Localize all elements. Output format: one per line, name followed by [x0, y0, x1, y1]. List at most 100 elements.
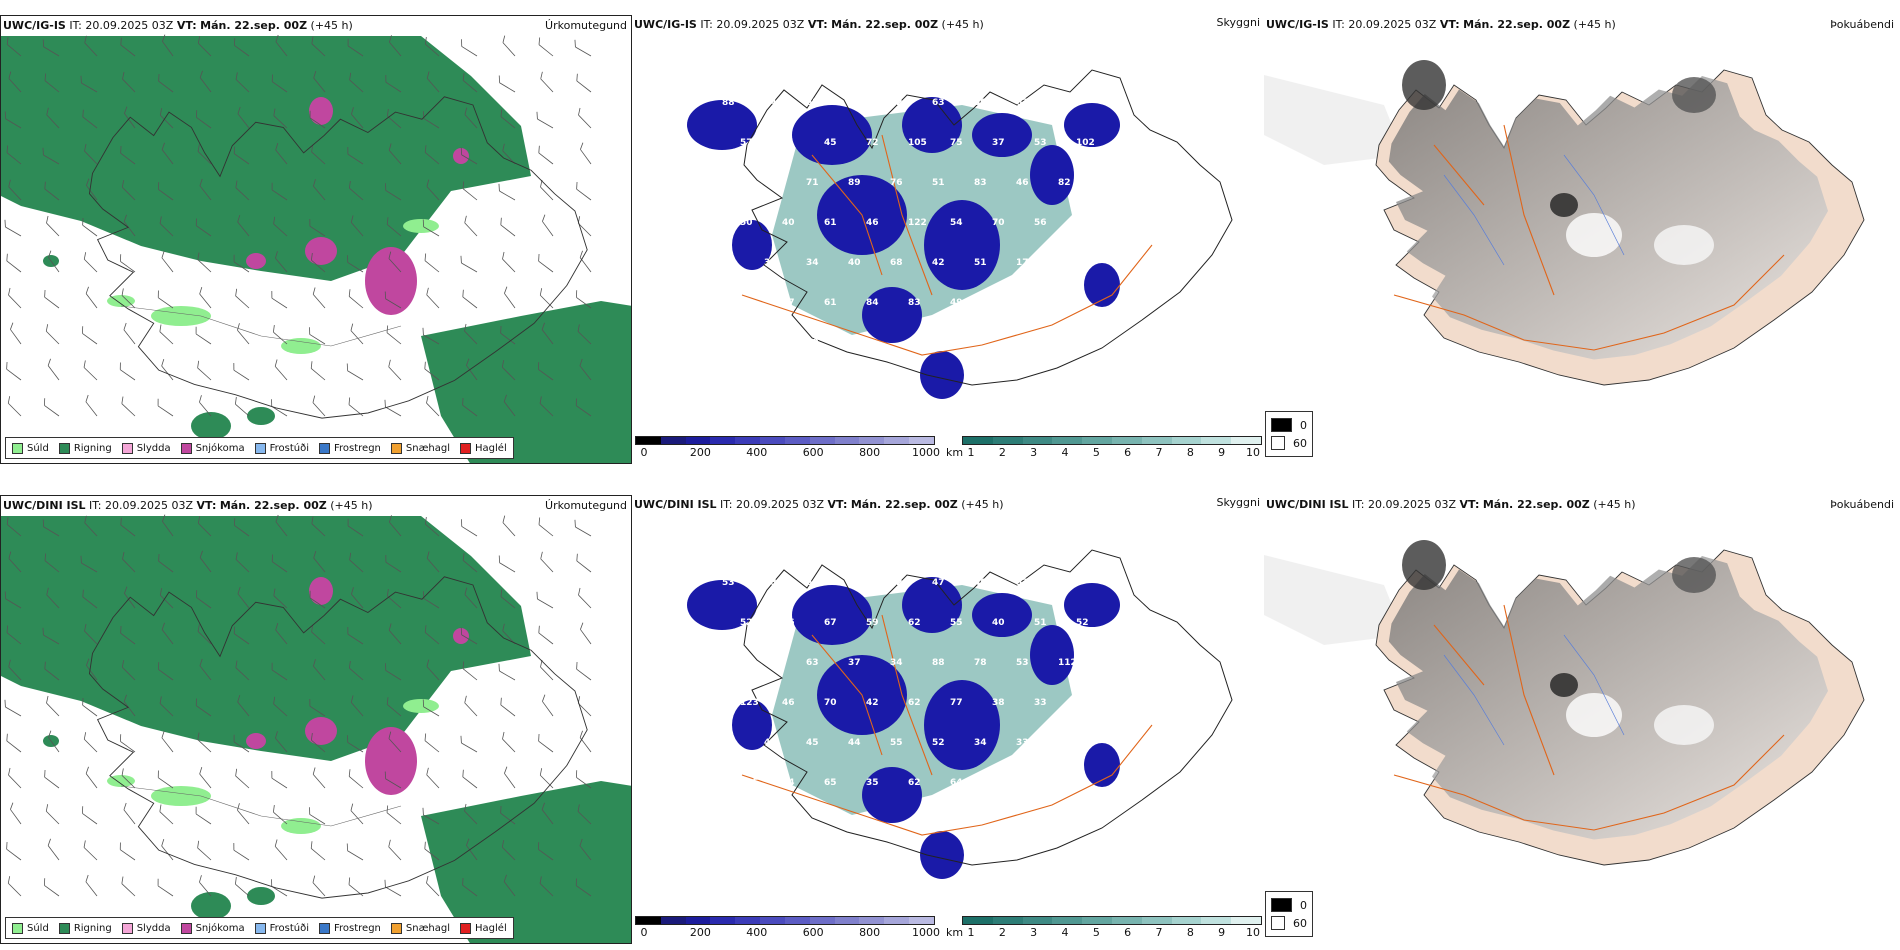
wind-barb: [271, 290, 288, 309]
wind-barb: [464, 803, 478, 825]
ceiling-value-label: 53: [1016, 658, 1029, 668]
wind-barb: [46, 587, 60, 609]
panel-field-label: Úrkomutegund: [545, 499, 627, 512]
legend-item: Haglél: [460, 922, 507, 934]
wind-barb: [233, 254, 250, 273]
fog-index-map: [1264, 540, 1865, 866]
colorbar-bin: [909, 437, 934, 444]
wind-barb: [235, 552, 250, 573]
ceiling-value-label: 68: [890, 258, 903, 268]
wind-barb: [158, 553, 174, 573]
wind-barb: [6, 841, 22, 861]
ceiling-value-label: 40: [782, 218, 795, 228]
ceiling-value-label: 88: [722, 98, 735, 108]
wind-barb: [195, 326, 212, 345]
panel-title: UWC/DINI ISL IT: 20.09.2025 03Z VT: Mán.…: [1266, 498, 1636, 511]
legend-item: Rigning: [58, 442, 112, 454]
wind-barb: [274, 839, 288, 861]
ceiling-value-label: 105: [908, 138, 927, 148]
wind-barb: [502, 35, 516, 57]
panel-title: UWC/IG-IS IT: 20.09.2025 03Z VT: Mán. 22…: [1266, 18, 1616, 31]
ceiling-value-label: 46: [974, 578, 987, 588]
wind-barb: [542, 694, 554, 717]
snow-area: [305, 717, 337, 745]
wind-barb: [310, 841, 326, 861]
snow-area: [453, 148, 469, 164]
ceiling-value-label: 34: [1034, 298, 1047, 308]
wind-barb: [197, 516, 212, 537]
wind-barb: [498, 555, 516, 573]
wind-barb: [83, 360, 98, 381]
colorbar-tick-label: 200: [689, 926, 711, 939]
wind-barb: [159, 216, 174, 237]
wind-barb: [388, 359, 402, 381]
fog-legend: 0 60: [1265, 891, 1313, 937]
wind-barb: [426, 287, 440, 309]
wind-barb: [199, 658, 212, 681]
ceiling-value-label: 70: [824, 698, 837, 708]
wind-barb: [158, 662, 174, 681]
wind-barb: [464, 587, 478, 609]
legend-label: Súld: [27, 922, 49, 934]
legend-swatch: [319, 922, 330, 934]
colorbar-bin: [834, 437, 860, 444]
ceiling-value-label: 67: [782, 298, 795, 308]
wind-barb: [386, 325, 402, 345]
ceiling-value-label: 53: [1016, 578, 1029, 588]
low-ceiling-area: [1064, 103, 1120, 147]
low-ceiling-area: [1030, 145, 1074, 205]
ceiling-value-label: 52: [740, 618, 753, 628]
wind-barb: [47, 838, 60, 861]
ceiling-value-label: 51: [932, 178, 945, 188]
colorbar-bin: [1231, 917, 1261, 924]
river-line: [1443, 634, 1625, 746]
legend-item: Slydda: [121, 442, 171, 454]
ceiling-value-label: 73: [740, 298, 753, 308]
legend-label: Frostúði: [269, 922, 309, 934]
wind-barb: [44, 769, 60, 789]
wind-barb: [197, 36, 212, 57]
rain-area: [191, 412, 231, 440]
wind-barb: [504, 766, 516, 789]
wind-barb: [159, 588, 174, 609]
wind-barb: [120, 37, 136, 57]
ceiling-value-label: 86: [1058, 98, 1071, 108]
wind-barb: [157, 398, 174, 417]
wind-barb: [462, 181, 478, 201]
wind-barb: [6, 733, 22, 753]
wind-barb: [424, 253, 440, 273]
colorbar-tick-label: 600: [802, 926, 824, 939]
ceiling-value-label: 38: [992, 698, 1005, 708]
wind-barb: [237, 106, 250, 129]
wind-barb: [347, 735, 364, 753]
wind-barb: [385, 183, 402, 201]
wind-barb: [577, 804, 592, 825]
drizzle-area: [107, 775, 135, 787]
ceiling-value-label: 48: [764, 658, 777, 668]
snow-area: [305, 237, 337, 265]
road-line: [741, 614, 1153, 836]
wind-barb: [82, 806, 98, 825]
wind-barb: [422, 699, 440, 717]
legend-swatch: [460, 922, 472, 934]
wind-barb: [10, 802, 22, 825]
colorbar-unit: km: [946, 926, 964, 939]
colorbar-tick-label: 3: [1030, 446, 1038, 459]
ceiling-value-label: 45: [806, 738, 819, 748]
wind-barb: [310, 361, 326, 381]
wind-barb: [346, 363, 364, 381]
colorbar-ticks: 1 2 3 4 5 6 7 8 9 10: [962, 445, 1262, 459]
wind-barb: [462, 73, 478, 93]
wind-barb: [466, 358, 478, 381]
colorbar-tick-label: 8: [1186, 926, 1194, 939]
colorbar-strip: [962, 916, 1262, 925]
wind-barb: [580, 142, 592, 165]
wind-barb: [275, 34, 288, 57]
wind-barb: [199, 70, 212, 93]
wind-barb: [233, 842, 250, 861]
wind-barb: [313, 551, 326, 573]
wind-barb: [124, 586, 136, 609]
wind-barb: [121, 288, 136, 309]
wind-barb: [580, 622, 592, 645]
wind-barb: [500, 325, 516, 345]
